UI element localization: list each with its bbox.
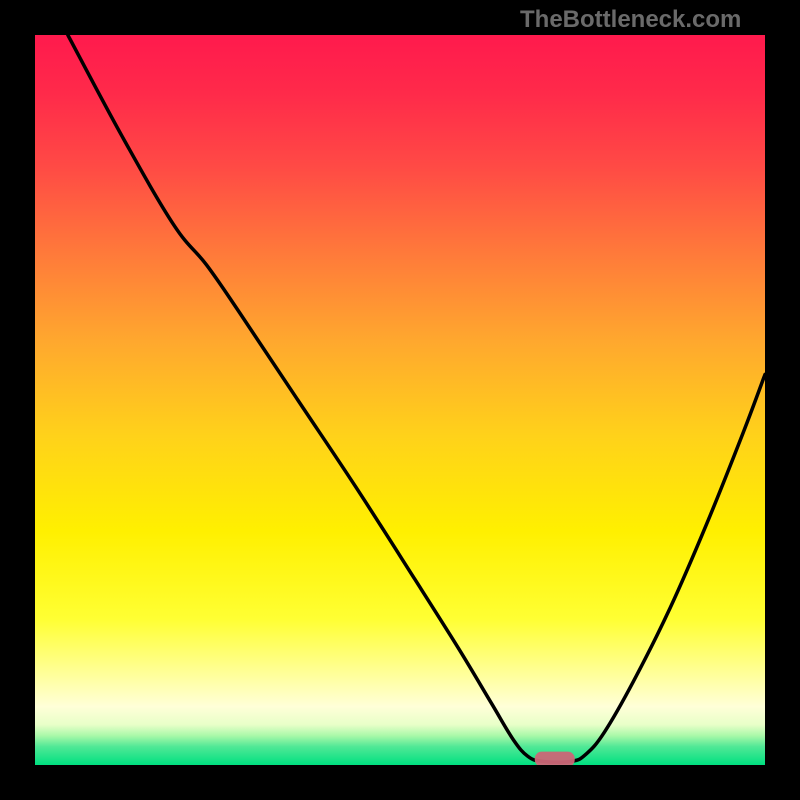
- watermark-text: TheBottleneck.com: [520, 6, 741, 34]
- optimal-point-marker: [535, 752, 575, 767]
- bottleneck-chart-svg: [0, 0, 800, 800]
- plot-gradient-background: [35, 35, 765, 765]
